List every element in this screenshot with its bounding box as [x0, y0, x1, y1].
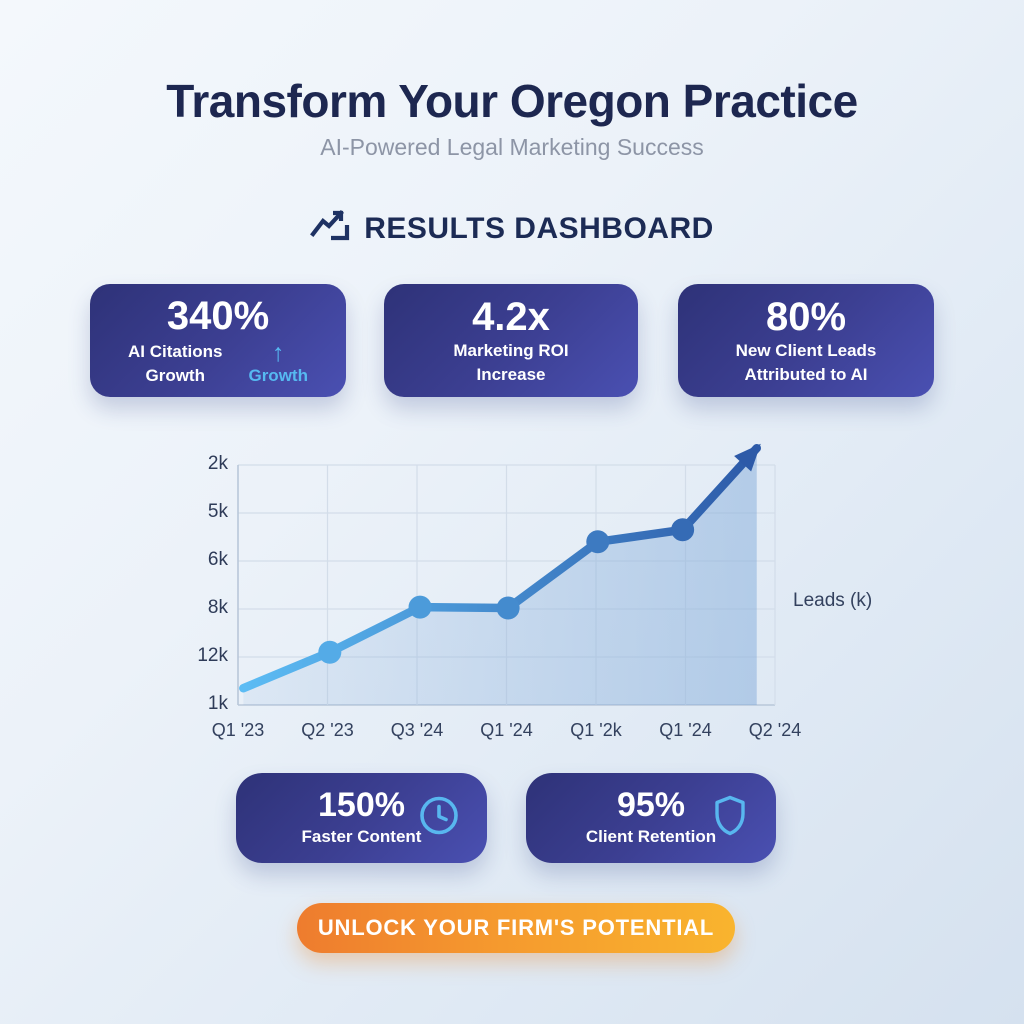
cta-button[interactable]: UNLOCK YOUR FIRM'S POTENTIAL	[297, 903, 735, 953]
stat-label: Marketing ROI Increase	[453, 340, 569, 384]
stat-value: 80%	[765, 294, 847, 339]
x-tick: Q2 '24	[748, 720, 802, 740]
y-tick: 2k	[207, 453, 228, 474]
x-tick: Q1 '2k	[570, 720, 622, 740]
leads-line-chart	[237, 443, 776, 706]
stat-label: New Client Leads Attributed to AI	[735, 340, 877, 384]
stat-secondary: ↑ Growth	[248, 341, 308, 386]
y-tick: 1k	[207, 693, 228, 714]
x-tick: Q2 '23	[301, 720, 354, 740]
stat-value: 95%	[616, 786, 686, 825]
stat-card-client-retention: 95% Client Retention	[526, 773, 776, 863]
stat-card-marketing-roi: 4.2x Marketing ROI Increase	[384, 284, 638, 397]
stat-secondary-label: Growth	[248, 366, 308, 385]
stat-label: AI Citations Growth	[128, 341, 223, 385]
arrow-up-icon: ↑	[271, 339, 285, 367]
y-tick: 8k	[207, 597, 228, 618]
stat-value: 340%	[166, 293, 270, 338]
stat-card-new-client-leads: 80% New Client Leads Attributed to AI	[678, 284, 934, 397]
right-axis-label: Leads (k)	[793, 590, 873, 611]
clock-icon	[417, 794, 461, 843]
x-tick: Q1 '24	[480, 720, 533, 740]
stat-value: 150%	[318, 786, 405, 825]
y-tick: 5k	[207, 501, 228, 522]
dashboard-header: RESULTS DASHBOARD	[0, 208, 1024, 249]
stat-card-ai-citations: 340% AI Citations Growth ↑ Growth	[90, 284, 346, 397]
shield-icon	[710, 794, 750, 843]
chart-region: 2k 5k 6k 8k 12k 1k Q1 '23 Q2 '23 Q3 '24 Q1 '24 Q1…	[0, 440, 1024, 770]
y-tick: 12k	[197, 645, 228, 666]
x-tick: Q3 '24	[390, 720, 444, 740]
trending-up-icon	[310, 208, 350, 249]
stat-value: 4.2x	[472, 294, 550, 339]
dashboard-heading: RESULTS DASHBOARD	[364, 211, 714, 245]
stat-label: Client Retention	[585, 826, 717, 846]
stat-card-faster-content: 150% Faster Content	[236, 773, 487, 863]
x-tick: Q1 '24	[659, 720, 712, 740]
page-title: Transform Your Oregon Practice	[166, 75, 858, 127]
x-tick: Q1 '23	[211, 720, 265, 740]
y-tick: 6k	[207, 549, 228, 570]
page-subtitle: AI-Powered Legal Marketing Success	[320, 134, 704, 160]
stat-label: Faster Content	[301, 826, 422, 846]
